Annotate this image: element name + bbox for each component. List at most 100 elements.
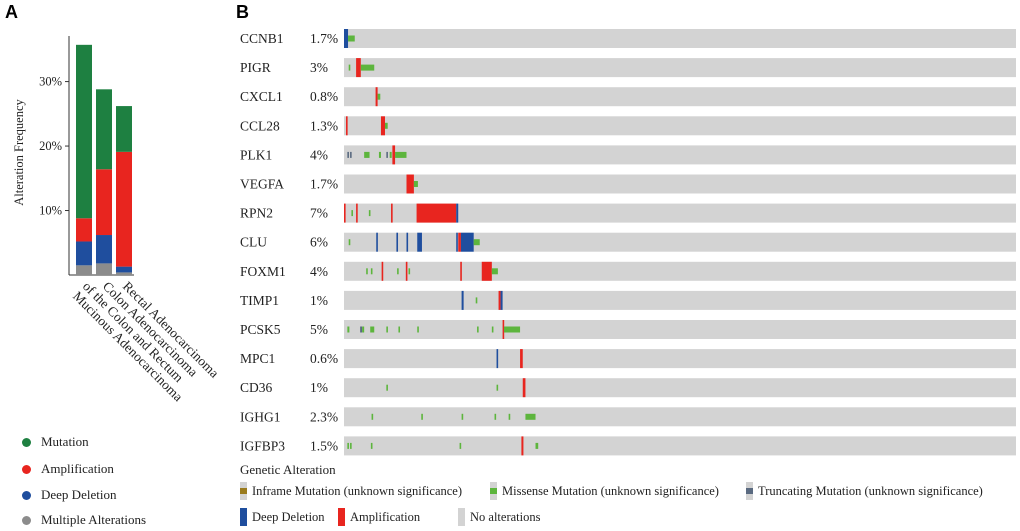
gene-label: PLK1 [240,147,272,162]
legend-b-amplification: Amplification [338,508,420,526]
gene-percent: 6% [310,235,328,250]
missense-swatch [490,482,497,500]
alteration-missense [413,181,418,187]
alteration-deep-deletion [500,290,503,310]
amplification-legend-swatch [338,508,345,526]
bar-multiple-alterations [116,272,132,275]
alteration-amplification [392,145,396,165]
bar-mutation [96,89,112,170]
gene-track [344,320,1016,339]
alteration-truncating [386,151,388,158]
gene-track [344,290,1016,310]
gene-track [344,436,1016,456]
alteration-truncating [350,151,352,158]
y-tick-label: 10% [39,204,62,218]
bar-deep-deletion [76,241,92,266]
panel-a-letter: A [5,2,18,22]
alteration-missense [360,64,375,71]
alteration-missense [348,64,351,71]
alteration-deep-deletion [460,232,474,252]
gene-percent: 4% [310,147,328,162]
panel-b-oncoprint: CCNB1 1.7% PIGR 3% CXCL1 0.8% CCL28 1.3% PLK1 4% V… [240,29,1016,456]
alteration-amplification [375,87,378,107]
gene-track [344,58,1016,78]
alteration-missense [389,151,392,158]
gene-track [344,116,1016,136]
gene-track [344,145,1016,165]
legend-b-inframe: Inframe Mutation (unknown significance) [240,482,462,500]
deep-deletion-legend-swatch [240,508,247,526]
gene-percent: 1% [310,380,328,395]
gene-percent: 1% [310,293,328,308]
alteration-amplification [391,203,393,223]
legend-b-truncating: Truncating Mutation (unknown significanc… [746,482,983,500]
alteration-missense [368,210,371,217]
gene-label: RPN2 [240,206,273,221]
gene-track [344,87,1016,107]
alteration-amplification [520,349,523,369]
alteration-deep-deletion [376,232,378,252]
gene-label: CXCL1 [240,89,283,104]
gene-track [344,203,1016,223]
alteration-amplification [344,203,346,223]
alteration-missense [459,442,462,449]
alteration-missense [378,151,381,158]
gene-percent: 1.3% [310,118,338,133]
alteration-amplification [522,378,526,398]
alteration-missense [461,413,464,420]
gene-percent: 5% [310,322,328,337]
alteration-missense [362,326,365,333]
alteration-missense [473,239,480,246]
y-axis-label: Alteration Frequency [12,98,26,205]
bar-mutation [76,44,92,219]
bar-amplification [96,169,112,236]
bar-amplification [116,151,132,267]
bar-multiple-alterations [96,263,112,275]
alteration-missense [417,326,419,333]
alteration-amplification [481,261,492,281]
legend-b-missense-label: Missense Mutation (unknown significance) [502,483,719,498]
legend-b-amplification-label: Amplification [350,509,421,524]
bar-mutation [116,106,132,152]
alteration-missense [377,93,381,100]
y-tick-label: 30% [39,75,62,89]
gene-percent: 1.5% [310,438,338,453]
gene-percent: 3% [310,60,328,75]
multiple-alterations-swatch [22,515,31,525]
alteration-missense [535,442,539,449]
legend-a-mutation-label: Mutation [41,434,89,449]
alteration-deep-deletion [461,290,464,310]
alteration-amplification [498,290,501,310]
alteration-truncating [360,326,363,333]
alteration-amplification [416,203,457,223]
legend-a-amplification: Amplification [22,461,114,477]
alteration-missense [395,151,407,158]
alteration-deep-deletion [396,232,399,252]
alteration-deep-deletion [417,232,422,252]
alteration-missense [370,442,373,449]
gene-percent: 7% [310,206,328,221]
legend-a-mutation: Mutation [22,434,89,450]
gene-track [344,261,1016,281]
gene-label: CLU [240,235,267,250]
alteration-missense [370,326,375,333]
alteration-missense [491,326,494,333]
legend-a-multiple-alterations: Multiple Alterations [22,512,146,528]
y-tick-label: 20% [39,139,62,153]
gene-label: VEGFA [240,177,284,192]
gene-percent: 0.8% [310,89,338,104]
gene-track [344,232,1016,252]
gene-percent: 1.7% [310,177,338,192]
bar-multiple-alterations [76,265,92,275]
bar-deep-deletion [116,266,132,273]
legend-a-amplification-label: Amplification [41,461,114,476]
amplification-swatch [22,464,31,474]
legend-b-inframe-label: Inframe Mutation (unknown significance) [252,483,463,498]
alteration-missense [397,268,399,275]
truncating-swatch [746,482,753,500]
legend-a-deep-deletion: Deep Deletion [22,487,116,503]
alteration-amplification [380,116,385,136]
legend-a-multiple-alterations-label: Multiple Alterations [41,512,147,527]
no-alterations-swatch [458,508,465,526]
alteration-missense [386,384,388,391]
